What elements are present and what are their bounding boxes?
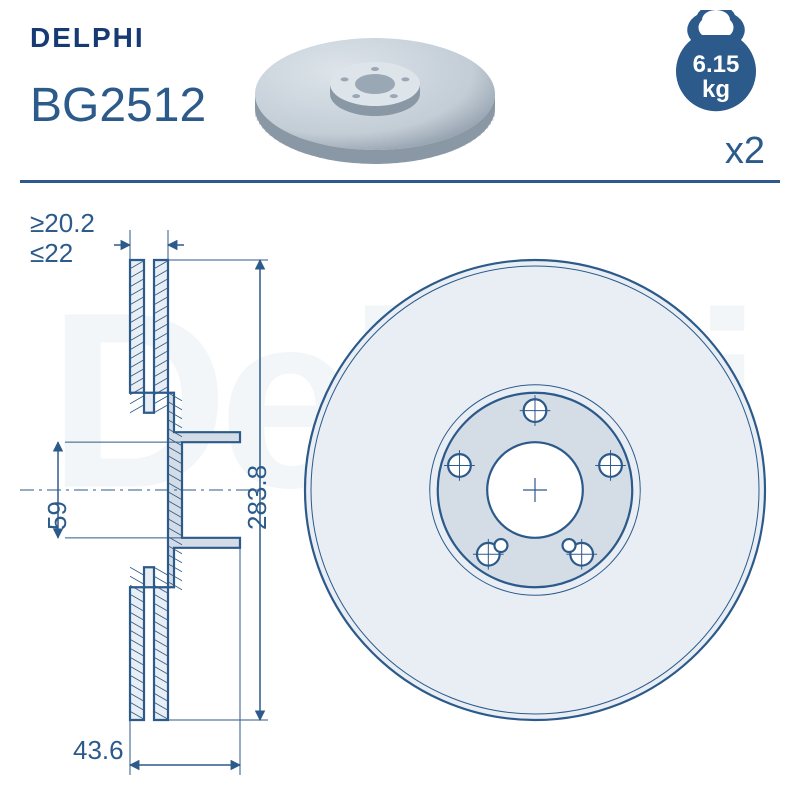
kettlebell-icon: 6.15 kg [667, 10, 765, 115]
dim-offset: 43.6 [73, 735, 124, 766]
dim-min-thickness: ≥20.2 [30, 208, 95, 239]
quantity-label: x2 [725, 130, 765, 173]
dim-thickness: ≤22 [30, 238, 73, 269]
product-render [245, 12, 505, 177]
header: DELPHI BG2512 [0, 0, 800, 175]
brand-label: DELPHI [30, 22, 145, 54]
dim-outer-diameter: 283.8 [242, 465, 273, 530]
technical-drawing: ≥20.2 ≤22 59 283.8 43.6 [0, 190, 800, 780]
dim-hub-bore: 59 [42, 501, 73, 530]
weight-value: 6.15 [667, 52, 765, 77]
weight-badge: 6.15 kg [667, 10, 765, 115]
section-divider [20, 180, 780, 183]
weight-unit: kg [667, 77, 765, 102]
drawing-svg [0, 190, 800, 780]
part-number: BG2512 [30, 78, 206, 133]
